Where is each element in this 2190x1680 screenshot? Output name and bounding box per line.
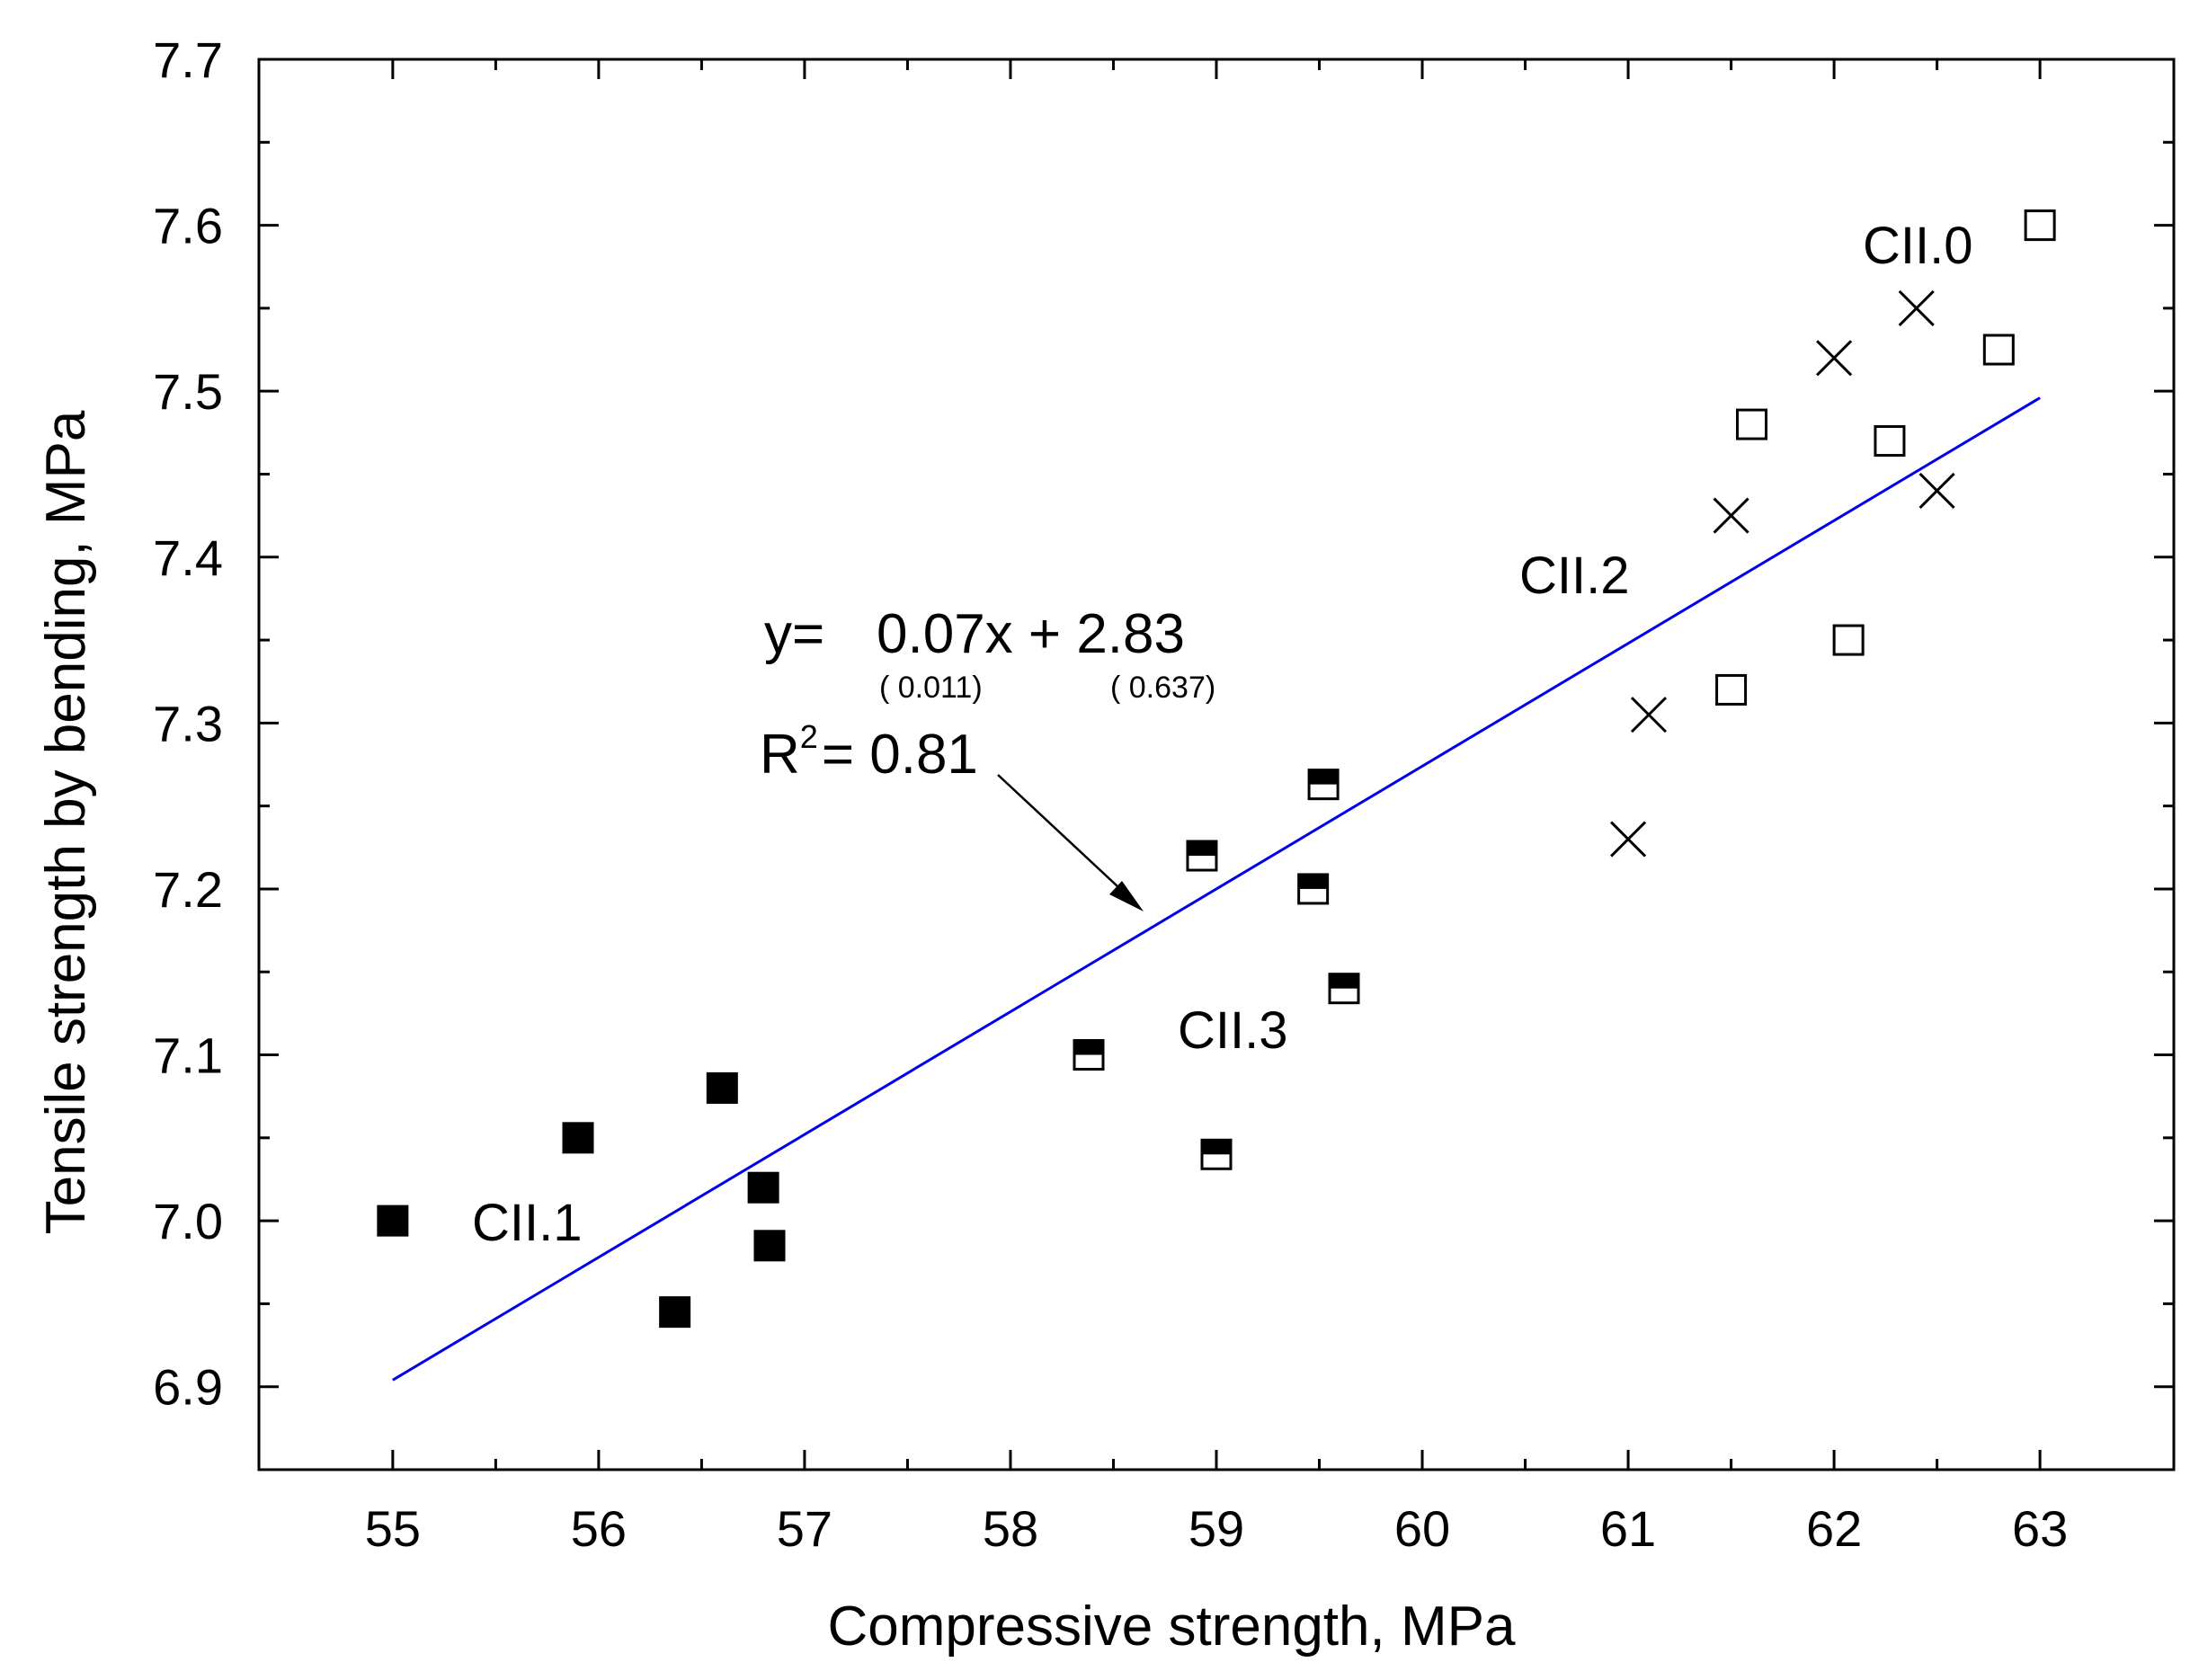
point-cii0 (1982, 333, 2015, 366)
point-cii0 (2024, 209, 2056, 242)
point-cii2 (1630, 697, 1668, 733)
y-tick-labels: 6.9 7.0 7.1 7.2 7.3 7.4 7.5 7.6 7.7 (153, 31, 223, 1416)
point-cii0 (1735, 408, 1767, 440)
point-cii1 (753, 1230, 786, 1262)
point-cii2 (1898, 289, 1935, 326)
point-cii3 (1073, 1039, 1105, 1071)
group-label-cii0: CII.0 (1863, 217, 1973, 275)
point-cii2 (1610, 821, 1647, 858)
point-cii1 (659, 1296, 691, 1329)
regression-line (392, 396, 2041, 1382)
equation-body: 0.07x + 2.83 (877, 603, 1185, 665)
x-tick-label: 61 (1600, 1500, 1656, 1557)
point-cii1 (747, 1171, 779, 1204)
point-cii3 (1200, 1138, 1233, 1170)
x-axis-title: Compressive strength, MPa (828, 1596, 1516, 1658)
r-squared: R2= 0.81 (760, 718, 978, 786)
equation-prefix: y= (764, 603, 824, 665)
point-cii3 (1307, 769, 1340, 801)
x-tick-label: 56 (571, 1500, 627, 1557)
y-tick-label: 7.5 (153, 363, 223, 420)
slope-standard-error: ( 0.011) (879, 671, 983, 705)
x-tick-label: 63 (2012, 1500, 2068, 1557)
y-tick-label: 7.6 (153, 198, 223, 254)
y-tick-label: 6.9 (153, 1359, 223, 1416)
point-cii1 (562, 1122, 594, 1154)
point-cii3 (1297, 873, 1330, 905)
annotation-arrow (997, 774, 1132, 900)
point-cii0 (1832, 624, 1865, 656)
point-cii3 (1328, 973, 1360, 1005)
group-label-cii1: CII.1 (472, 1194, 583, 1252)
annotation-arrowhead (1109, 881, 1144, 911)
x-tick-label: 58 (983, 1500, 1038, 1557)
y-tick-label: 7.4 (153, 529, 223, 586)
point-cii3 (1186, 840, 1218, 872)
data-points (377, 209, 2056, 1329)
y-tick-label: 7.0 (153, 1193, 223, 1249)
point-cii0 (1874, 425, 1906, 458)
point-cii1 (377, 1204, 409, 1237)
r-squared-superscript: 2 (800, 718, 818, 755)
x-tick-label: 59 (1188, 1500, 1244, 1557)
point-cii2 (1816, 340, 1853, 377)
x-tick-label: 55 (365, 1500, 421, 1557)
group-label-cii2: CII.2 (1519, 547, 1630, 605)
x-tick-label: 62 (1806, 1500, 1862, 1557)
y-tick-label: 7.3 (153, 695, 223, 751)
axis-ticks (259, 58, 2174, 1471)
y-tick-label: 7.2 (153, 861, 223, 918)
y-axis-title: Tensile strength by bending, MPa (35, 410, 97, 1234)
point-cii0 (1715, 673, 1748, 706)
point-cii2 (1918, 472, 1955, 509)
x-tick-label: 57 (777, 1500, 832, 1557)
group-label-cii3: CII.3 (1178, 1001, 1288, 1060)
intercept-standard-error: ( 0.637) (1110, 671, 1215, 705)
point-cii2 (1713, 497, 1749, 534)
x-tick-label: 60 (1394, 1500, 1450, 1557)
y-tick-label: 7.1 (153, 1027, 223, 1084)
point-cii1 (706, 1071, 738, 1104)
x-tick-labels: 55 56 57 58 59 60 61 62 63 (365, 1500, 2069, 1557)
y-tick-label: 7.7 (153, 31, 223, 88)
